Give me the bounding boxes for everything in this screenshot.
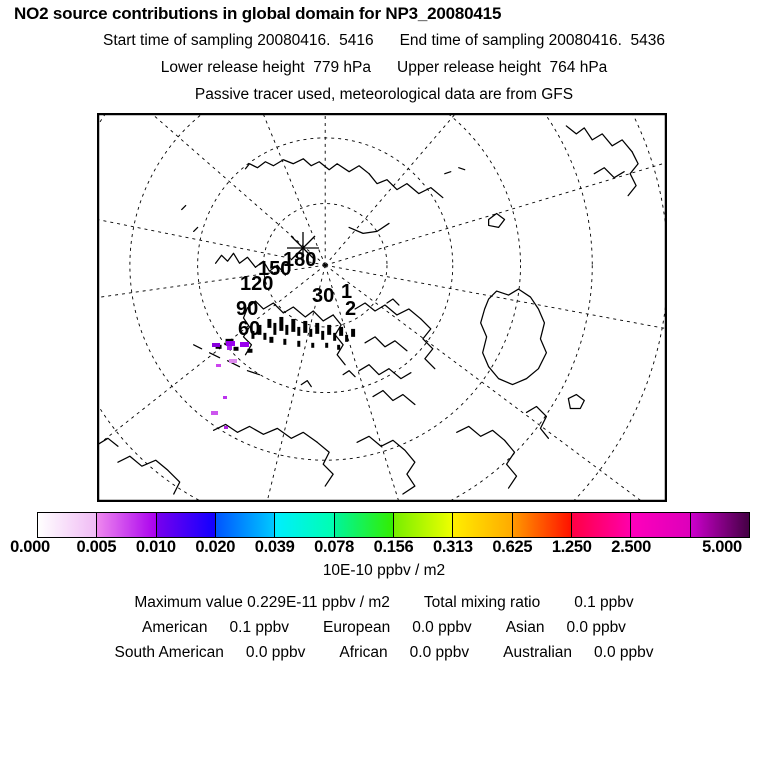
- sampling-time-line: Start time of sampling 20080416. 5416 End…: [0, 32, 768, 50]
- region-asian-label: Asian: [505, 619, 545, 636]
- colorbar-tick-2: 0.010: [135, 538, 176, 556]
- meridian-label-90: 90: [236, 298, 259, 320]
- tracer-pixel-3: [240, 342, 249, 347]
- max-value-value: 0.229E-11 ppbv / m2: [247, 594, 390, 611]
- colorbar-tick-10: 2.500: [611, 538, 652, 556]
- colorbar-segment-8: [512, 513, 572, 537]
- tracer-pixel-0: [212, 343, 220, 347]
- meridian-label-180: 180: [283, 249, 317, 271]
- tracer-pixel-6: [211, 411, 218, 415]
- meridian-lines: [98, 114, 666, 501]
- colorbar-tick-6: 0.156: [373, 538, 414, 556]
- page-title: NO2 source contributions in global domai…: [14, 4, 502, 23]
- tracer-note: Passive tracer used, meteorological data…: [194, 86, 574, 103]
- colorbar-tick-0: 0.000: [10, 538, 50, 556]
- lower-release-value: 779 hPa: [313, 59, 371, 76]
- total-mixing-ratio-value: 0.1 ppbv: [574, 594, 634, 611]
- upper-release-label: Upper release height: [397, 59, 541, 76]
- release-point-marker: [287, 232, 319, 264]
- colorbar-segment-9: [571, 513, 632, 537]
- colorbar-segment-7: [453, 513, 513, 537]
- colorbar-tick-11: 5.000: [702, 538, 742, 556]
- colorbar-tick-4: 0.039: [254, 538, 295, 556]
- region-american-label: American: [142, 619, 208, 636]
- meridian-label-60: 60: [238, 318, 261, 340]
- region-south-american-value: 0.0 ppbv: [245, 644, 306, 661]
- colorbar-segment-6: [393, 513, 454, 537]
- total-mixing-ratio-label: Total mixing ratio: [423, 594, 541, 611]
- meridian-label-2: 2: [345, 298, 357, 320]
- tracer-pixel-1: [226, 341, 235, 346]
- tracer-pixel-8: [224, 426, 228, 429]
- map-panel[interactable]: 180 150 120 90 60 30 1 2: [97, 113, 667, 502]
- region-african-label: African: [339, 644, 388, 661]
- region-australian-label: Australian: [503, 644, 573, 661]
- tracer-pixel-7: [223, 396, 227, 399]
- region-row-1: American 0.1 ppbv European 0.0 ppbv Asian 0.0…: [0, 619, 768, 637]
- colorbar-tick-labels: 0.000 0.005 0.010 0.020 0.039 0.078 0.156 0.313…: [0, 538, 768, 560]
- colorbar-segment-1: [97, 513, 157, 537]
- meridian-label-1: 1: [341, 281, 353, 303]
- start-time-value: 20080416. 5416: [257, 32, 374, 49]
- tracer-pixel-5: [216, 364, 221, 367]
- region-european-label: European: [322, 619, 391, 636]
- region-row-2: South American 0.0 ppbv African 0.0 ppbv Aus…: [0, 644, 768, 662]
- colorbar-tick-3: 0.020: [195, 538, 236, 556]
- start-time-label: Start time of sampling: [102, 32, 253, 49]
- colorbar-tick-1: 0.005: [76, 538, 117, 556]
- coast-detail-stipple: [215, 316, 356, 353]
- tracer-pixel-4: [229, 359, 237, 363]
- meridian-label-150: 150: [258, 258, 292, 280]
- colorbar-units-label: 10E-10 ppbv / m2: [322, 562, 446, 579]
- colorbar-segment-3: [215, 513, 276, 537]
- colorbar-tick-8: 0.625: [492, 538, 533, 556]
- map-frame: [98, 114, 666, 501]
- colorbar-tick-9: 1.250: [551, 538, 592, 556]
- meridian-label-30: 30: [312, 285, 335, 307]
- map-graphic: [98, 114, 666, 501]
- colorbar-segment-11: [690, 513, 749, 537]
- upper-release-value: 764 hPa: [549, 59, 608, 76]
- colorbar-tick-5: 0.078: [314, 538, 354, 556]
- tracer-pixel-2: [227, 346, 232, 350]
- colorbar-segment-4: [275, 513, 335, 537]
- end-time-value: 20080416. 5436: [548, 32, 666, 49]
- max-value-label: Maximum value: [134, 594, 243, 611]
- region-australian-value: 0.0 ppbv: [594, 644, 654, 661]
- region-european-value: 0.0 ppbv: [412, 619, 472, 636]
- colorbar-segment-10: [631, 513, 691, 537]
- colorbar-tick-7: 0.313: [433, 538, 473, 556]
- colorbar-segment-0: [38, 513, 98, 537]
- region-south-american-label: South American: [114, 644, 224, 661]
- colorbar-segment-2: [156, 513, 216, 537]
- region-african-value: 0.0 ppbv: [409, 644, 470, 661]
- meridian-label-120: 120: [240, 273, 274, 295]
- colorbar-segment-5: [334, 513, 394, 537]
- end-time-label: End time of sampling: [399, 32, 545, 49]
- max-value-row: Maximum value 0.229E-11 ppbv / m2 Total m…: [0, 594, 768, 612]
- colorbar[interactable]: [37, 512, 750, 538]
- region-asian-value: 0.0 ppbv: [566, 619, 626, 636]
- region-american-value: 0.1 ppbv: [229, 619, 289, 636]
- release-height-line: Lower release height 779 hPa Upper releas…: [0, 59, 768, 77]
- lower-release-label: Lower release height: [160, 59, 305, 76]
- coastlines: [98, 125, 639, 495]
